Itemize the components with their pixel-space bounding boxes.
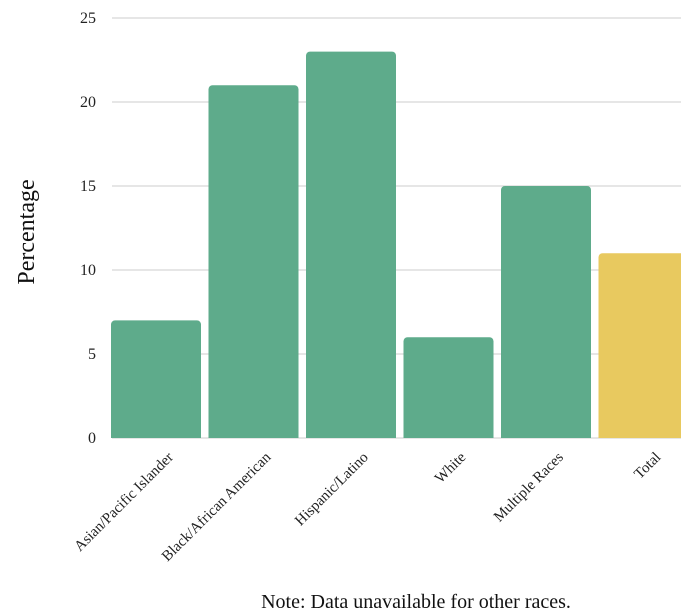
bar-multiple-races: [501, 186, 591, 438]
bars: [111, 51, 681, 438]
bar-base: [306, 433, 396, 438]
x-category-label: Total: [631, 450, 664, 483]
x-category-label: Black/African American: [159, 449, 275, 565]
bar-base: [501, 433, 591, 438]
bar-base: [111, 433, 201, 438]
x-category-label: Asian/Pacific Islander: [72, 450, 177, 555]
chart-note: Note: Data unavailable for other races.: [261, 591, 571, 613]
bar-total: [598, 253, 681, 438]
y-tick-label: 10: [80, 262, 96, 279]
bar-white: [403, 337, 494, 438]
y-axis-title: Percentage: [14, 179, 40, 284]
y-tick-label: 20: [80, 94, 96, 111]
y-tick-label: 0: [88, 430, 96, 447]
y-tick-label: 5: [88, 346, 96, 363]
bar-black-african-american: [208, 85, 299, 438]
x-category-label: Hispanic/Latino: [292, 450, 372, 530]
y-axis-ticks: 0 5 10 15 20 25: [80, 10, 96, 447]
y-tick-label: 25: [80, 10, 96, 27]
x-category-label: White: [432, 449, 469, 486]
bar-base: [208, 433, 299, 438]
bar-asian-pacific-islander: [111, 320, 201, 438]
bar-hispanic-latino: [306, 51, 396, 438]
bar-base: [403, 433, 494, 438]
y-tick-label: 15: [80, 178, 96, 195]
x-category-label: Multiple Races: [491, 449, 567, 525]
bar-base: [598, 433, 681, 438]
